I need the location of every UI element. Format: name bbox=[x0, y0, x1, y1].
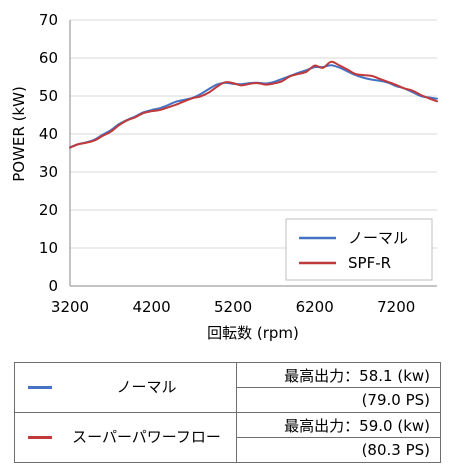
legend-box bbox=[285, 218, 433, 281]
legend-label-normal: ノーマル bbox=[348, 229, 408, 247]
x-tick-label: 7200 bbox=[377, 298, 415, 316]
x-tick-labels: 3200 4200 5200 6200 7200 bbox=[51, 298, 415, 316]
x-tick-label: 3200 bbox=[51, 298, 89, 316]
gridlines bbox=[70, 19, 437, 249]
axes bbox=[69, 20, 437, 287]
legend: ノーマル SPF-R bbox=[285, 218, 433, 281]
y-axis-title: POWER (kW) bbox=[10, 86, 28, 182]
y-tick-label: 30 bbox=[39, 163, 58, 181]
y-tick-label: 70 bbox=[39, 11, 58, 29]
row-label-normal: ノーマル bbox=[116, 378, 177, 396]
series-line-spf-r bbox=[69, 60, 438, 149]
table-swatch-super-power-flow bbox=[28, 436, 52, 439]
table-row: (80.3 PS) bbox=[15, 437, 441, 463]
row-label-super-power-flow: スーパーパワーフロー bbox=[72, 428, 221, 446]
table-swatch-normal bbox=[28, 386, 52, 389]
power-chart: 0 10 20 30 40 50 60 70 3200 4200 5200 6200 7200 POW… bbox=[10, 11, 438, 342]
ps-super-power-flow: (80.3 PS) bbox=[236, 437, 441, 463]
x-tick-label: 5200 bbox=[214, 298, 252, 316]
row-label-cell: スーパーパワーフロー bbox=[14, 412, 237, 463]
x-axis-title: 回転数 (rpm) bbox=[207, 324, 299, 342]
max-power-super-power-flow: 最高出力：59.0 (kw) bbox=[236, 412, 441, 438]
y-tick-label: 60 bbox=[39, 49, 58, 67]
x-tick-label: 4200 bbox=[132, 298, 170, 316]
max-power-normal: 最高出力：58.1 (kw) bbox=[236, 362, 441, 388]
legend-label-spf-r: SPF-R bbox=[348, 254, 391, 272]
x-tick-label: 6200 bbox=[296, 298, 334, 316]
y-tick-label: 20 bbox=[39, 201, 58, 219]
table-row: ノーマル 最高出力：58.1 (kw) bbox=[14, 362, 441, 413]
ps-normal: (79.0 PS) bbox=[236, 387, 441, 413]
y-tick-label: 0 bbox=[48, 277, 58, 295]
y-tick-label: 40 bbox=[39, 125, 58, 143]
y-tick-label: 10 bbox=[39, 239, 58, 257]
y-tick-label: 50 bbox=[39, 87, 58, 105]
series-line-normal bbox=[69, 64, 438, 149]
power-summary-table: ノーマル 最高出力：58.1 (kw) (79.0 PS) スーパーパワーフロー… bbox=[14, 362, 441, 463]
y-tick-labels: 0 10 20 30 40 50 60 70 bbox=[39, 11, 58, 295]
table-row: スーパーパワーフロー 最高出力：59.0 (kw) bbox=[14, 412, 441, 463]
row-label-cell: ノーマル bbox=[14, 362, 237, 413]
series-lines bbox=[69, 60, 438, 149]
